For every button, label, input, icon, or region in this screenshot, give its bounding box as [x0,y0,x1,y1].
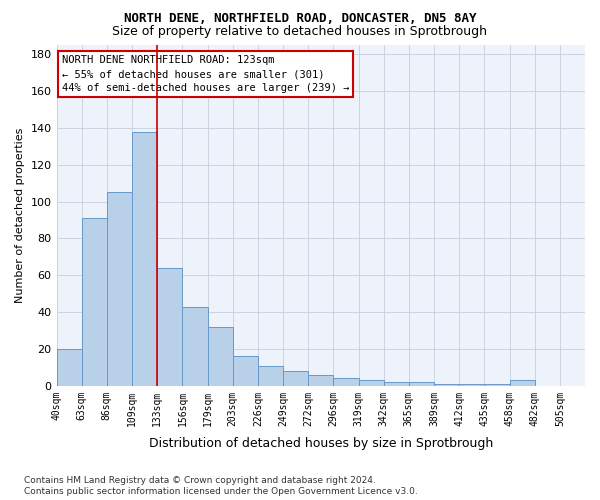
Bar [383,382,409,386]
Bar [208,327,233,386]
Bar [484,384,509,386]
Bar [434,384,459,386]
Bar [409,382,434,386]
Bar [182,306,208,386]
Bar [82,218,107,386]
Bar [334,378,359,386]
Text: NORTH DENE, NORTHFIELD ROAD, DONCASTER, DN5 8AY: NORTH DENE, NORTHFIELD ROAD, DONCASTER, … [124,12,476,26]
Bar [107,192,132,386]
Bar [56,349,82,386]
Y-axis label: Number of detached properties: Number of detached properties [15,128,25,303]
Text: NORTH DENE NORTHFIELD ROAD: 123sqm
← 55% of detached houses are smaller (301)
44: NORTH DENE NORTHFIELD ROAD: 123sqm ← 55%… [62,55,349,93]
Bar [509,380,535,386]
Bar [283,371,308,386]
Bar [258,366,283,386]
Text: Contains public sector information licensed under the Open Government Licence v3: Contains public sector information licen… [24,487,418,496]
Bar [308,374,334,386]
Bar [359,380,383,386]
Bar [459,384,484,386]
Bar [157,268,182,386]
X-axis label: Distribution of detached houses by size in Sprotbrough: Distribution of detached houses by size … [149,437,493,450]
Bar [132,132,157,386]
Bar [233,356,258,386]
Text: Contains HM Land Registry data © Crown copyright and database right 2024.: Contains HM Land Registry data © Crown c… [24,476,376,485]
Text: Size of property relative to detached houses in Sprotbrough: Size of property relative to detached ho… [113,25,487,38]
